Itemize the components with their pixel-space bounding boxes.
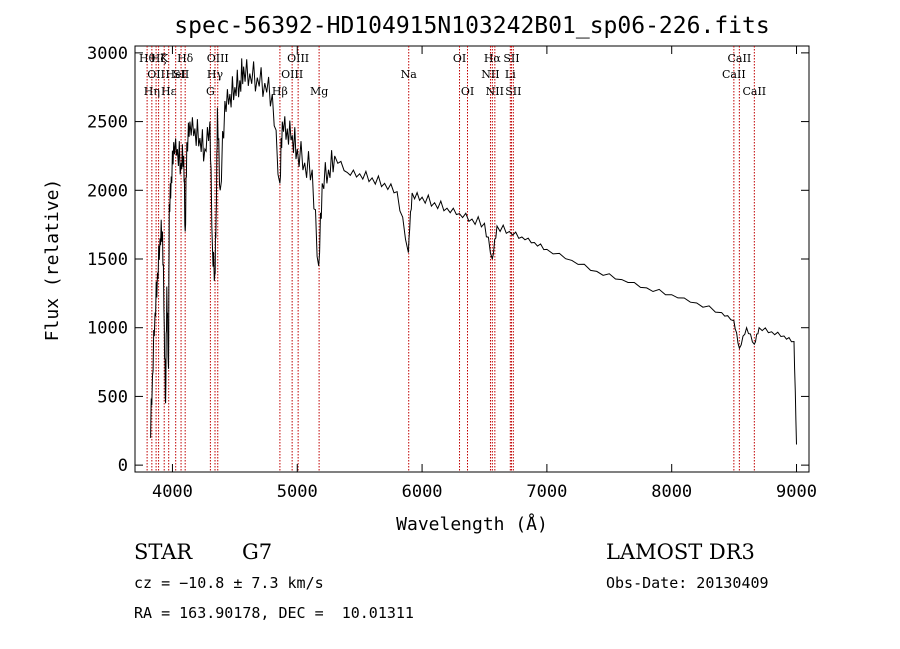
x-tick-label: 6000 <box>402 482 443 502</box>
spectral-line-label: G <box>206 85 215 98</box>
y-tick-label: 0 <box>118 456 128 476</box>
spectral-line-label: NII <box>486 85 504 98</box>
subclass: G7 <box>242 540 273 564</box>
y-tick-label: 1500 <box>87 250 128 270</box>
survey-name: LAMOST DR3 <box>606 540 755 564</box>
x-tick-label: 8000 <box>651 482 692 502</box>
spectral-line-label: NII <box>481 68 499 81</box>
chart-title: spec-56392-HD104915N103242B01_sp06-226.f… <box>174 13 769 39</box>
y-tick-label: 1000 <box>87 319 128 339</box>
y-tick-label: 3000 <box>87 44 128 64</box>
obs-date: Obs-Date: 20130409 <box>606 574 769 592</box>
spectral-line-label: Li <box>505 68 516 81</box>
x-tick-label: 7000 <box>526 482 567 502</box>
spectral-line-label: CaII <box>728 52 752 65</box>
spectral-line-label: SII <box>173 68 189 81</box>
spectral-line-label: Hθ <box>139 52 156 65</box>
spectral-line-label: Hβ <box>272 85 288 98</box>
spectral-line-label: Hε <box>161 85 177 98</box>
x-tick-label: 4000 <box>152 482 193 502</box>
spectral-line-markers <box>146 46 755 472</box>
spectral-line-label: Hη <box>144 85 160 98</box>
spectral-line-label: Mg <box>310 85 328 98</box>
spectral-line-label: HeI <box>165 68 185 81</box>
spectral-line-label: Hγ <box>207 68 224 81</box>
spectral-line-label: OIII <box>281 68 303 81</box>
spectral-line-label: OI <box>461 85 474 98</box>
spectral-line-label: Na <box>401 68 418 81</box>
redshift-cz: cz = −10.8 ± 7.3 km/s <box>134 574 324 592</box>
spectral-line-labels: HθHηOIIHζKHεHeISIIHδGHγOIIIHβOIIIOIIIMgN… <box>139 52 766 98</box>
spectral-line-label: Hα <box>484 52 502 65</box>
y-axis-label: Flux (relative) <box>42 179 63 342</box>
spectrum-line <box>149 58 797 445</box>
spectral-line-label: Hδ <box>177 52 194 65</box>
x-tick-label: 5000 <box>277 482 318 502</box>
object-class: STAR <box>134 540 193 564</box>
y-tick-label: 500 <box>97 387 128 407</box>
spectral-line-label: SII <box>503 52 519 65</box>
coordinates: RA = 163.90178, DEC = 10.01311 <box>134 604 414 622</box>
spectral-line-label: OIII <box>207 52 229 65</box>
spectral-line-label: CaII <box>722 68 746 81</box>
spectral-line-label: Hζ <box>151 52 167 65</box>
x-axis-label: Wavelength (Å) <box>396 513 548 535</box>
axis-ticks: 4000 5000 6000 7000 8000 9000 0 500 1000 1500 2000… <box>87 44 817 502</box>
spectral-line-label: OII <box>147 68 165 81</box>
y-tick-label: 2500 <box>87 113 128 133</box>
spectral-line-label: CaII <box>742 85 766 98</box>
spectral-line-label: SII <box>505 85 521 98</box>
spectral-line-label: OI <box>453 52 466 65</box>
spectral-line-label: OIII <box>287 52 309 65</box>
y-tick-label: 2000 <box>87 181 128 201</box>
spectral-line-label: K <box>160 52 169 65</box>
plot-frame <box>134 45 810 473</box>
x-tick-label: 9000 <box>776 482 817 502</box>
